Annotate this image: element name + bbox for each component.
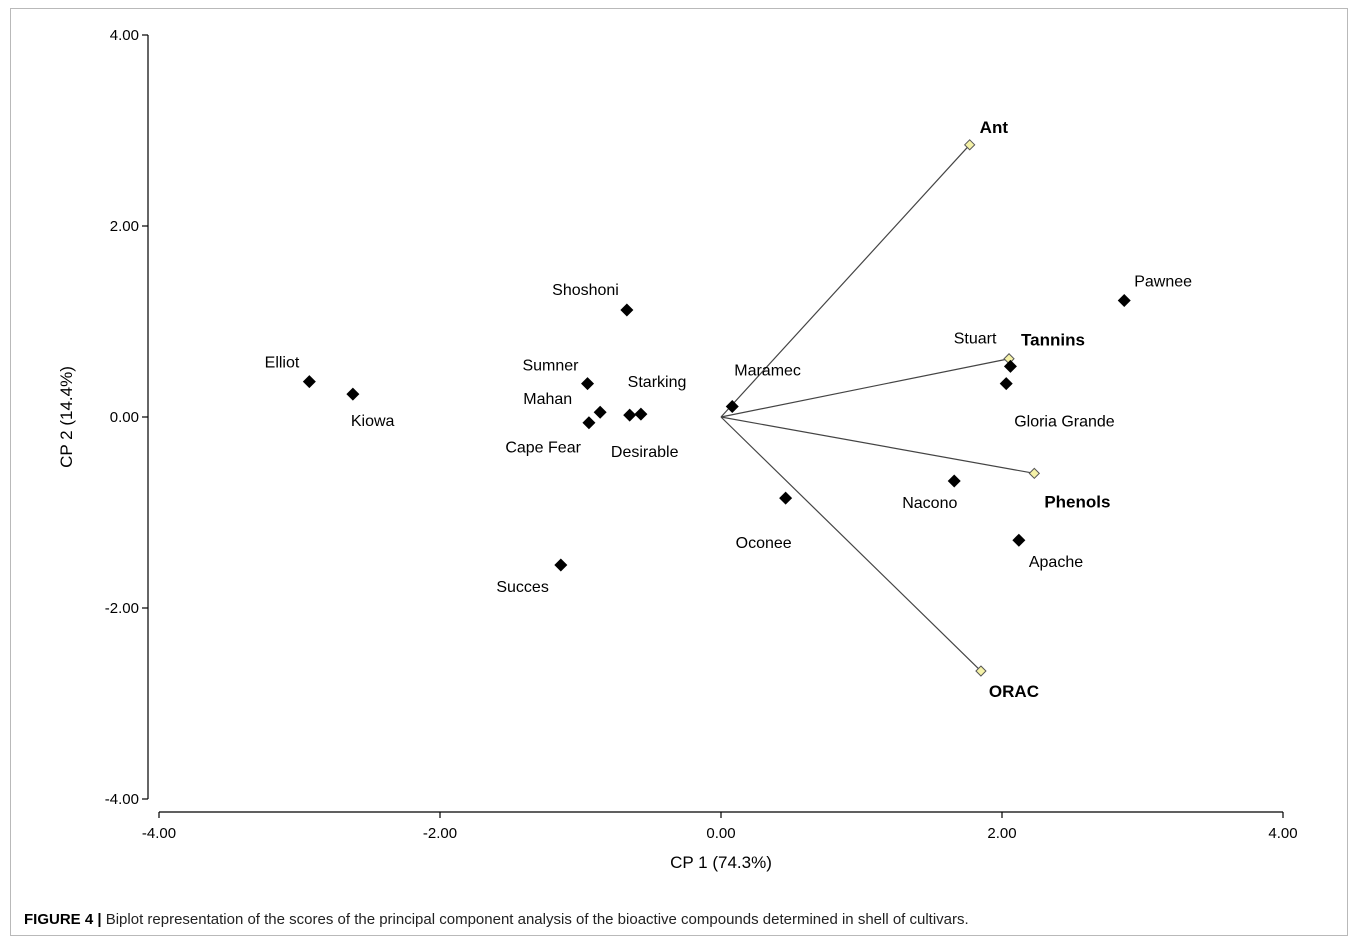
point-marker-maramec bbox=[725, 399, 739, 413]
point-marker-elliot bbox=[302, 375, 316, 389]
point-marker-cape-fear bbox=[582, 416, 596, 430]
point-marker-succes bbox=[554, 558, 568, 572]
point-label-nacono: Nacono bbox=[902, 495, 957, 512]
vector-label-phenols: Phenols bbox=[1044, 492, 1110, 511]
y-axis-title: CP 2 (14.4%) bbox=[57, 366, 76, 468]
x-tick-label: 0.00 bbox=[706, 825, 735, 842]
x-tick-label: -2.00 bbox=[423, 825, 457, 842]
point-label-mahan: Mahan bbox=[523, 391, 572, 408]
y-tick-label: -2.00 bbox=[105, 600, 139, 617]
y-tick-label: 0.00 bbox=[110, 409, 139, 426]
point-label-cape-fear: Cape Fear bbox=[505, 440, 581, 457]
point-marker-apache bbox=[1012, 533, 1026, 547]
loading-vectors: Ant Tannins Phenols ORAC bbox=[720, 118, 1110, 701]
point-marker-stuart bbox=[1003, 359, 1017, 373]
figure-caption: FIGURE 4 | Biplot representation of the … bbox=[24, 911, 969, 928]
vector-marker-phenols bbox=[1028, 467, 1041, 480]
point-marker-pawnee bbox=[1117, 293, 1131, 307]
point-label-oconee: Oconee bbox=[736, 535, 792, 552]
vector-line-ant bbox=[720, 144, 971, 418]
point-marker-sumner bbox=[581, 377, 595, 391]
point-label-apache: Apache bbox=[1029, 554, 1083, 571]
point-label-shoshoni: Shoshoni bbox=[552, 282, 619, 299]
vector-line-phenols bbox=[720, 416, 1035, 474]
vector-line-orac bbox=[720, 416, 982, 672]
vector-label-orac: ORAC bbox=[989, 682, 1039, 701]
point-label-sumner: Sumner bbox=[522, 358, 579, 375]
figure-frame bbox=[10, 8, 1348, 936]
x-tick-label: -4.00 bbox=[142, 825, 176, 842]
point-label-gloria-grande: Gloria Grande bbox=[1014, 414, 1115, 431]
point-marker-mahan bbox=[593, 405, 607, 419]
point-label-maramec: Maramec bbox=[734, 362, 801, 379]
point-label-elliot: Elliot bbox=[265, 355, 300, 372]
point-marker-shoshoni bbox=[620, 303, 634, 317]
chart-axes: 4.00 2.00 0.00 -2.00 -4.00-4.00 -2.00 0.00 2.00… bbox=[105, 27, 1298, 842]
point-marker-nacono bbox=[947, 474, 961, 488]
y-tick-label: -4.00 bbox=[105, 791, 139, 808]
x-axis-title: CP 1 (74.3%) bbox=[670, 853, 772, 872]
point-label-succes: Succes bbox=[496, 579, 548, 596]
point-marker-oconee bbox=[779, 491, 793, 505]
point-label-kiowa: Kiowa bbox=[351, 413, 395, 430]
caption-text: Biplot representation of the scores of t… bbox=[101, 911, 969, 928]
vector-marker-orac bbox=[975, 665, 987, 677]
y-tick-label: 4.00 bbox=[110, 27, 139, 44]
vector-line-tannins bbox=[720, 358, 1010, 418]
point-marker-kiowa bbox=[346, 387, 360, 401]
x-tick-label: 4.00 bbox=[1268, 825, 1297, 842]
x-tick-label: 2.00 bbox=[987, 825, 1016, 842]
vector-marker-ant bbox=[963, 139, 976, 151]
score-points: Elliot Kiowa Shoshoni Sumner Mahan Cape Fear S… bbox=[265, 273, 1193, 596]
point-label-pawnee: Pawnee bbox=[1134, 273, 1192, 290]
caption-prefix: FIGURE 4 | bbox=[24, 911, 102, 928]
point-label-desirable: Desirable bbox=[611, 444, 679, 461]
point-marker-starking bbox=[623, 408, 637, 422]
vector-label-tannins: Tannins bbox=[1021, 331, 1085, 350]
point-label-starking: Starking bbox=[628, 374, 687, 391]
point-label-stuart: Stuart bbox=[954, 330, 997, 347]
vector-label-ant: Ant bbox=[980, 118, 1009, 137]
point-marker-gloria-grande bbox=[999, 377, 1013, 391]
point-marker-desirable bbox=[634, 407, 648, 421]
y-tick-label: 2.00 bbox=[110, 218, 139, 235]
